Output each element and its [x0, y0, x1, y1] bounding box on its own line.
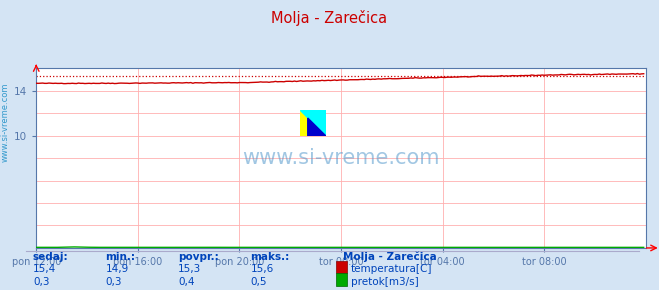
Text: 0,5: 0,5 — [250, 277, 267, 287]
Text: 15,4: 15,4 — [33, 264, 56, 274]
Text: temperatura[C]: temperatura[C] — [351, 264, 432, 274]
Polygon shape — [300, 110, 326, 136]
Text: 0,3: 0,3 — [105, 277, 122, 287]
Text: maks.:: maks.: — [250, 251, 290, 262]
Text: sedaj:: sedaj: — [33, 251, 69, 262]
Text: pretok[m3/s]: pretok[m3/s] — [351, 277, 418, 287]
Text: 0,4: 0,4 — [178, 277, 194, 287]
Text: 15,6: 15,6 — [250, 264, 273, 274]
Text: Molja - Zarečica: Molja - Zarečica — [343, 251, 436, 262]
Text: 15,3: 15,3 — [178, 264, 201, 274]
Text: povpr.:: povpr.: — [178, 251, 219, 262]
Text: min.:: min.: — [105, 251, 136, 262]
Text: Molja - Zarečica: Molja - Zarečica — [272, 10, 387, 26]
Text: www.si-vreme.com: www.si-vreme.com — [243, 148, 440, 168]
Text: 0,3: 0,3 — [33, 277, 49, 287]
Text: 14,9: 14,9 — [105, 264, 129, 274]
Text: www.si-vreme.com: www.si-vreme.com — [1, 82, 10, 162]
Polygon shape — [308, 118, 326, 136]
Polygon shape — [300, 110, 326, 136]
